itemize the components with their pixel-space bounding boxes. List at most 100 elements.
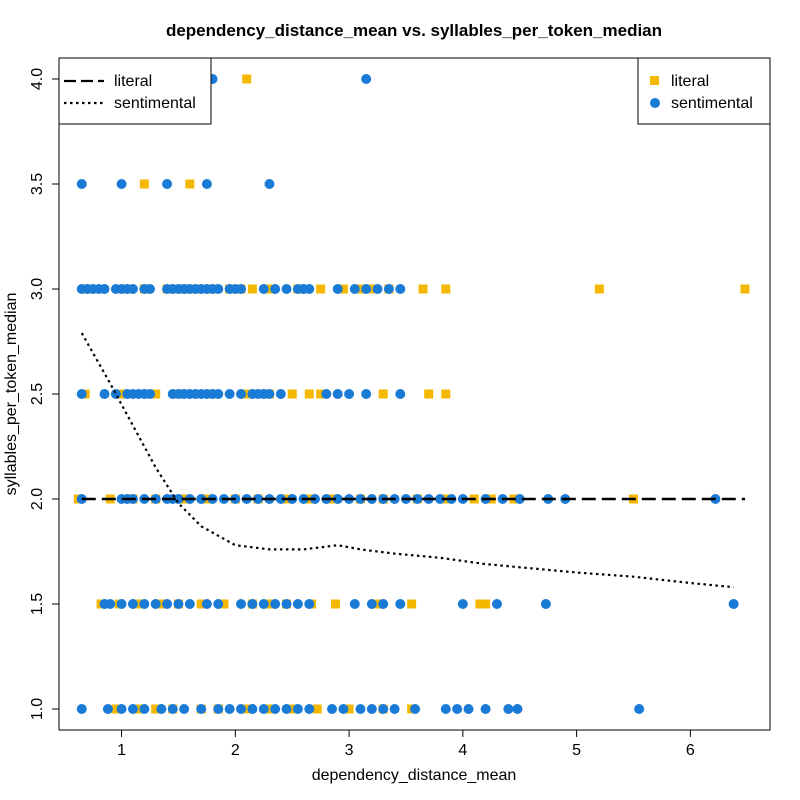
point-sentimental: [162, 599, 173, 609]
point-literal: [156, 599, 166, 609]
point-sentimental: [196, 494, 207, 504]
point-literal: [441, 284, 451, 294]
point-sentimental: [292, 599, 303, 609]
point-sentimental: [76, 704, 87, 714]
point-sentimental: [395, 599, 406, 609]
point-sentimental: [304, 704, 315, 714]
point-literal: [196, 599, 206, 609]
point-sentimental: [355, 494, 366, 504]
point-sentimental: [150, 599, 161, 609]
point-literal: [344, 704, 354, 714]
x-tick-label: 6: [686, 742, 695, 759]
point-sentimental: [145, 389, 156, 399]
point-sentimental: [327, 704, 338, 714]
point-sentimental: [224, 704, 235, 714]
point-sentimental: [145, 284, 156, 294]
point-sentimental: [270, 599, 281, 609]
y-tick-label: 1.0: [29, 698, 46, 720]
lines-layer: [80, 332, 745, 589]
point-literal: [355, 284, 365, 294]
point-sentimental: [213, 704, 224, 714]
legend-marker-sentimental-label: sentimental: [671, 95, 753, 112]
point-sentimental: [139, 704, 150, 714]
point-sentimental: [361, 389, 372, 399]
point-sentimental: [514, 494, 525, 504]
point-sentimental: [264, 179, 275, 189]
x-tick-label: 4: [458, 742, 467, 759]
point-literal: [264, 284, 274, 294]
legend-line-literal-label: literal: [114, 73, 152, 90]
point-sentimental: [332, 389, 343, 399]
point-sentimental: [378, 599, 389, 609]
legend-marker-literal-label: literal: [671, 73, 709, 90]
x-axis-label: dependency_distance_mean: [312, 767, 517, 784]
point-sentimental: [102, 704, 113, 714]
point-literal: [219, 599, 229, 609]
point-sentimental: [127, 599, 138, 609]
point-literal: [418, 284, 428, 294]
point-sentimental: [110, 389, 121, 399]
point-literal: [264, 599, 274, 609]
point-literal: [247, 284, 257, 294]
point-literal: [424, 389, 434, 399]
legend-lines-box: [58, 57, 212, 125]
point-sentimental: [378, 704, 389, 714]
point-sentimental: [634, 704, 645, 714]
point-literal: [594, 284, 604, 294]
point-sentimental: [213, 599, 224, 609]
point-sentimental: [395, 284, 406, 294]
point-sentimental: [201, 599, 212, 609]
point-sentimental: [253, 494, 264, 504]
point-sentimental: [116, 179, 127, 189]
point-sentimental: [480, 704, 491, 714]
point-sentimental: [349, 284, 360, 294]
point-sentimental: [491, 599, 502, 609]
point-literal: [441, 389, 451, 399]
point-sentimental: [270, 704, 281, 714]
point-sentimental: [304, 599, 315, 609]
point-sentimental: [196, 704, 207, 714]
y-tick-label: 2.0: [29, 488, 46, 510]
point-sentimental: [395, 389, 406, 399]
y-tick-label: 1.5: [29, 593, 46, 615]
point-sentimental: [410, 704, 421, 714]
y-tick-label: 2.5: [29, 383, 46, 405]
point-sentimental: [540, 599, 551, 609]
series-sentimental: [76, 74, 739, 714]
point-sentimental: [213, 284, 224, 294]
point-sentimental: [156, 704, 167, 714]
point-literal: [373, 599, 383, 609]
point-sentimental: [127, 284, 138, 294]
point-sentimental: [383, 284, 394, 294]
point-sentimental: [270, 284, 281, 294]
point-sentimental: [162, 179, 173, 189]
point-sentimental: [105, 599, 116, 609]
point-sentimental: [224, 389, 235, 399]
point-literal: [407, 599, 417, 609]
point-sentimental: [99, 389, 110, 399]
point-literal: [378, 389, 388, 399]
point-sentimental: [247, 704, 258, 714]
point-literal: [481, 599, 491, 609]
point-sentimental: [127, 704, 138, 714]
point-literal: [185, 179, 195, 189]
point-sentimental: [349, 599, 360, 609]
point-sentimental: [412, 494, 423, 504]
point-literal: [475, 599, 485, 609]
point-literal: [740, 284, 750, 294]
point-literal: [312, 704, 322, 714]
point-sentimental: [281, 284, 292, 294]
x-tick-label: 5: [572, 742, 581, 759]
point-sentimental: [275, 494, 286, 504]
point-sentimental: [512, 704, 523, 714]
point-sentimental: [389, 704, 400, 714]
y-axis: 1.0 1.5 2.0 2.5 3.0 3.5 4.0: [29, 68, 60, 720]
point-literal: [242, 389, 252, 399]
point-sentimental: [355, 704, 366, 714]
point-sentimental: [173, 599, 184, 609]
point-sentimental: [292, 704, 303, 714]
y-tick-label: 3.5: [29, 173, 46, 195]
point-sentimental: [440, 704, 451, 714]
point-sentimental: [116, 704, 127, 714]
point-sentimental: [76, 389, 87, 399]
